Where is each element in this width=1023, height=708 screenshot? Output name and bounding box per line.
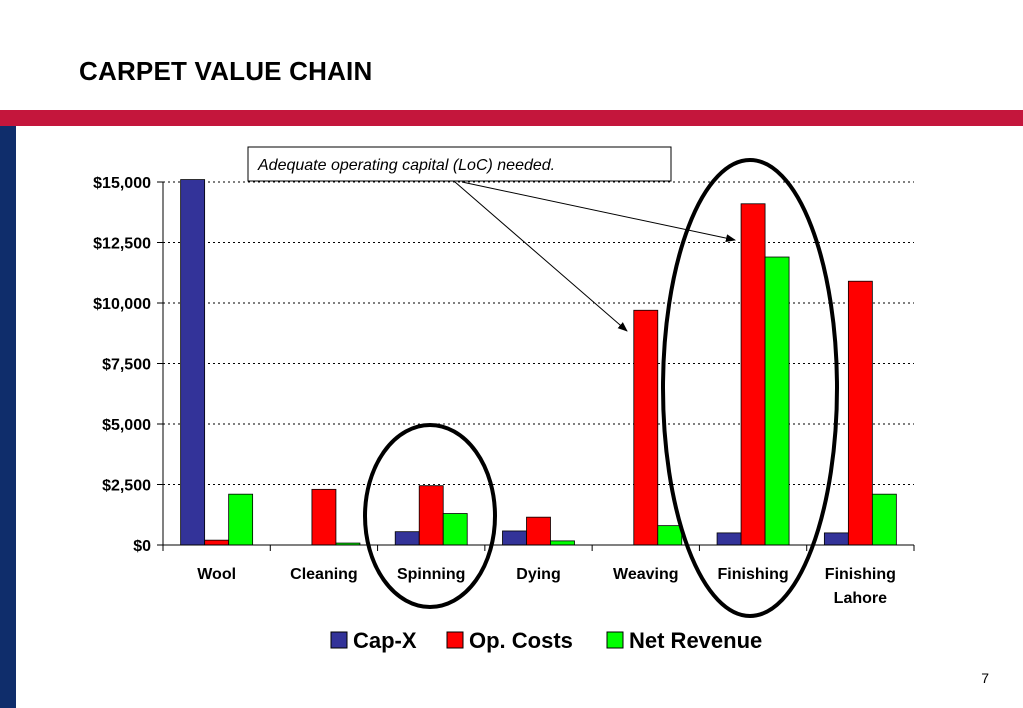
bar-cap-x-finishing (716, 532, 742, 546)
y-tick-label: $0 (133, 538, 151, 555)
category-label: Finishing (718, 566, 789, 583)
y-tick-labels: $0 $2,500 $5,000 $7,500 $10,000 $12,500 $15,00… (93, 175, 151, 555)
category-label: Lahore (834, 590, 887, 607)
category-label: Cleaning (290, 566, 358, 583)
bar-op-costs-weaving (633, 309, 659, 546)
category-label: Finishing (825, 566, 896, 583)
bar-op-costs-wool (204, 539, 230, 546)
bar-net-revenue-dying (550, 540, 575, 546)
bar-cap-x-dying (502, 530, 527, 546)
bar-net-revenue-spinning (442, 513, 468, 546)
y-tick-label: $2,500 (102, 478, 151, 495)
category-label: Dying (516, 566, 560, 583)
bar-op-costs-cleaning (311, 488, 337, 546)
legend-label: Op. Costs (469, 628, 573, 653)
slide-title: CARPET VALUE CHAIN (79, 56, 373, 86)
annotation-arrow-weaving (454, 181, 628, 332)
category-label: Spinning (397, 566, 465, 583)
annotation-text: Adequate operating capital (LoC) needed. (257, 157, 555, 174)
y-tick-label: $5,000 (102, 417, 151, 434)
annotation-arrow-finishing (461, 181, 736, 243)
annotation-box (247, 146, 672, 182)
side-accent-bar (0, 126, 16, 708)
highlight-circle-finishing (661, 158, 839, 618)
legend-swatch (330, 631, 348, 649)
y-tick-label: $15,000 (93, 175, 151, 192)
legend-swatch (606, 631, 624, 649)
bar-op-costs-spinning (418, 485, 444, 546)
bar-cap-x-wool (180, 179, 206, 546)
bar-cap-x-finishing-lahore (823, 532, 849, 546)
legend-label: Cap-X (353, 628, 417, 653)
bar-op-costs-finishing (740, 203, 766, 546)
category-label: Weaving (613, 566, 679, 583)
bar-cap-x-spinning (394, 531, 420, 546)
axes (157, 181, 915, 551)
bar-op-costs-dying (526, 516, 551, 546)
legend: Cap-X Op. Costs Net Revenue (330, 628, 762, 653)
bar-net-revenue-finishing (764, 256, 790, 546)
bar-op-costs-finishing-lahore (847, 280, 873, 546)
bars (180, 179, 897, 546)
bar-net-revenue-finishing-lahore (871, 493, 897, 546)
bar-net-revenue-wool (228, 493, 254, 546)
category-label: Wool (197, 566, 236, 583)
y-tick-label: $10,000 (93, 296, 151, 313)
legend-swatch (446, 631, 464, 649)
legend-label: Net Revenue (629, 628, 762, 653)
y-tick-label: $7,500 (102, 357, 151, 374)
highlight-circle-spinning (363, 423, 497, 609)
gridlines (163, 181, 914, 485)
page-number: 7 (981, 670, 989, 686)
bar-net-revenue-weaving (657, 525, 683, 546)
y-tick-label: $12,500 (93, 236, 151, 253)
category-labels: Wool Cleaning Spinning Dying Weaving Finishin… (197, 566, 896, 607)
header-accent-bar (0, 110, 1023, 126)
